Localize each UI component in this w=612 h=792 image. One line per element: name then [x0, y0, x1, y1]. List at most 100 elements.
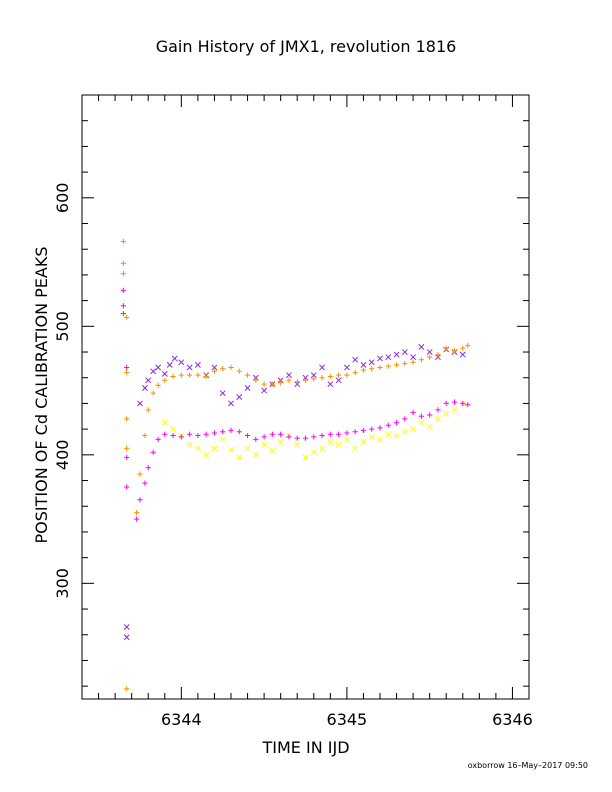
data-point — [335, 377, 342, 384]
data-point — [286, 434, 292, 440]
data-point — [145, 407, 151, 413]
x-tick-label: 6346 — [492, 710, 533, 729]
data-point — [244, 372, 251, 378]
data-point — [343, 436, 350, 443]
data-point — [443, 400, 449, 407]
data-point — [145, 465, 151, 471]
data-point — [418, 413, 424, 419]
data-point — [426, 423, 433, 430]
data-point — [352, 369, 358, 376]
y-tick-label: 500 — [53, 311, 72, 342]
data-point — [155, 364, 162, 371]
data-point — [203, 451, 210, 458]
data-point — [277, 439, 284, 445]
data-point — [124, 369, 130, 376]
data-point — [236, 394, 243, 400]
data-point — [335, 441, 342, 448]
data-point — [360, 361, 367, 368]
data-point — [435, 351, 441, 358]
data-point — [228, 400, 234, 407]
data-point — [120, 303, 126, 309]
data-point — [120, 238, 126, 245]
data-point — [261, 387, 268, 394]
data-point — [261, 434, 267, 440]
data-point — [385, 354, 392, 361]
data-point — [278, 380, 284, 386]
y-tick-label: 400 — [53, 440, 72, 471]
data-point — [418, 343, 425, 350]
data-point — [124, 364, 130, 371]
data-point — [401, 428, 408, 435]
x-tick-label: 6345 — [327, 710, 368, 729]
data-point — [427, 354, 433, 360]
data-point — [150, 368, 157, 375]
data-point — [319, 375, 325, 381]
data-point — [402, 360, 408, 367]
data-point — [137, 471, 143, 477]
data-point — [134, 516, 140, 522]
data-point — [451, 348, 458, 354]
data-point — [170, 426, 177, 433]
series-0 — [123, 343, 466, 641]
data-point — [236, 368, 242, 374]
data-point — [294, 435, 300, 441]
data-point — [302, 377, 309, 383]
data-point — [401, 349, 408, 355]
data-point — [123, 624, 130, 630]
data-point — [150, 390, 156, 396]
data-point — [124, 686, 130, 692]
y-tick-label: 600 — [53, 183, 72, 214]
data-point — [352, 445, 359, 452]
data-point — [134, 510, 140, 516]
data-point — [211, 445, 218, 452]
data-point — [136, 400, 143, 407]
data-point — [451, 406, 458, 413]
data-point — [145, 377, 152, 384]
data-point — [451, 399, 458, 405]
data-point — [219, 436, 226, 443]
y-axis-label: POSITION OF Cd CALIBRATION PEAKS — [32, 247, 51, 544]
data-series — [120, 238, 471, 692]
data-point — [178, 434, 184, 440]
data-point — [220, 366, 226, 372]
data-point — [426, 349, 433, 355]
data-point — [465, 402, 471, 408]
data-point — [360, 439, 367, 445]
data-point — [244, 385, 251, 391]
data-point — [203, 373, 209, 380]
data-point — [278, 431, 284, 437]
data-point — [228, 427, 234, 434]
footer-credit: oxborrow 16–May–2017 09:50 — [468, 761, 588, 770]
data-point — [261, 381, 267, 387]
data-point — [310, 449, 317, 456]
data-point — [459, 351, 466, 358]
data-point — [393, 362, 400, 368]
data-point — [124, 314, 130, 320]
data-point — [123, 634, 130, 641]
data-point — [369, 426, 375, 432]
series-3 — [120, 287, 471, 522]
data-point — [155, 436, 161, 443]
data-point — [252, 451, 259, 458]
data-point — [435, 407, 441, 413]
chart-title: Gain History of JMX1, revolution 1816 — [156, 37, 457, 56]
data-point — [161, 419, 168, 426]
data-point — [327, 431, 333, 437]
data-point — [410, 426, 417, 433]
data-point — [402, 416, 408, 422]
data-point — [170, 373, 176, 380]
data-point — [369, 366, 375, 372]
data-point — [418, 357, 424, 363]
data-point — [162, 377, 168, 383]
data-point — [253, 436, 259, 443]
data-point — [120, 271, 126, 277]
data-point — [220, 429, 226, 435]
data-point — [161, 370, 168, 377]
data-point — [124, 484, 130, 490]
data-point — [170, 432, 176, 439]
data-point — [285, 372, 292, 379]
data-point — [393, 432, 400, 439]
data-point — [186, 364, 193, 371]
data-point — [219, 390, 226, 397]
data-point — [137, 497, 143, 503]
